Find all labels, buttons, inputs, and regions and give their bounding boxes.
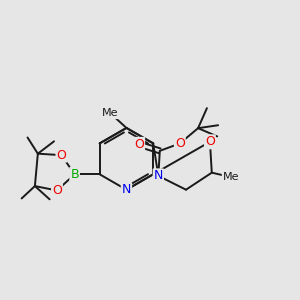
Text: B: B [70,168,79,181]
Text: O: O [205,135,215,148]
Text: Me: Me [223,172,239,182]
Text: N: N [154,169,163,182]
Text: O: O [134,138,144,151]
Text: O: O [52,184,62,197]
Text: O: O [175,137,185,150]
Text: O: O [56,149,66,162]
Text: N: N [122,183,131,196]
Text: Me: Me [102,108,119,118]
